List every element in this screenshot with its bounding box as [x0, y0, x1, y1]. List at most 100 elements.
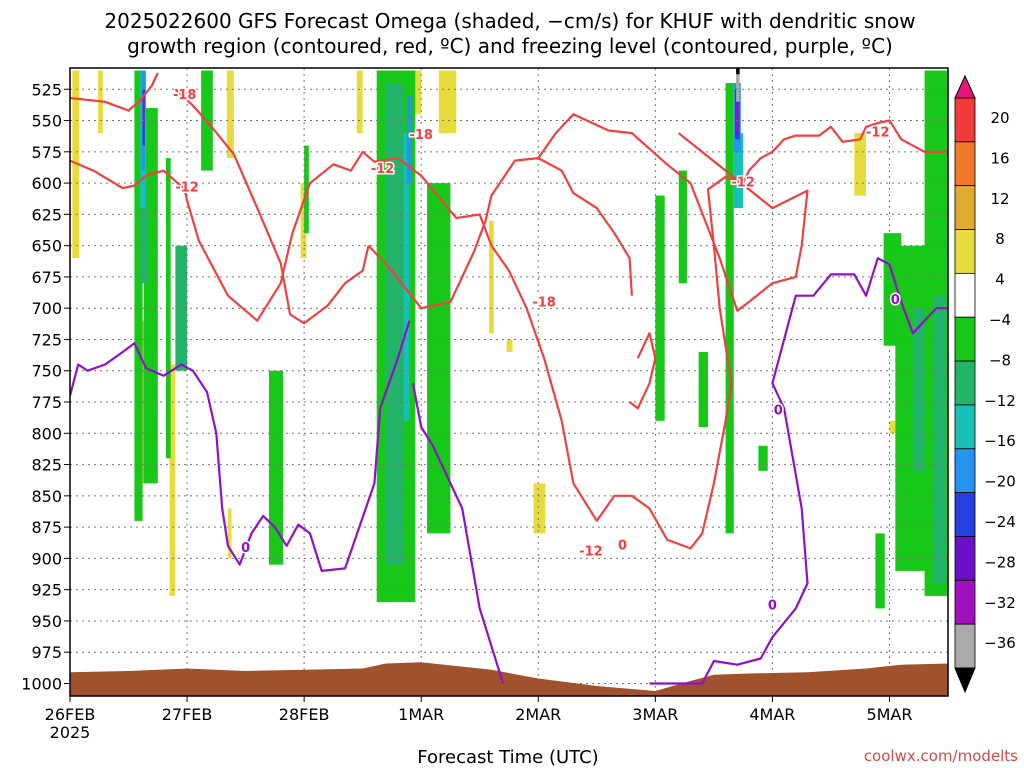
colorbar-swatch-8 [954, 404, 976, 450]
omega-region-38 [933, 295, 946, 584]
dgz-contour-5 [628, 332, 657, 410]
colorbar-tick-label-6: −8 [989, 351, 1011, 369]
omega-region-8 [415, 70, 422, 115]
omega-region-4 [226, 70, 234, 159]
omega-region-50 [736, 68, 740, 75]
chart-title-line-1: 2025022600 GFS Forecast Omega (shaded, −… [104, 9, 915, 33]
omega-region-36 [386, 83, 404, 565]
contour-label-9: 0 [241, 541, 250, 556]
colorbar-swatch-6 [954, 316, 976, 362]
omega-region-27 [698, 351, 709, 428]
y-tick-label-7: 700 [31, 299, 62, 318]
colorbar-tick-label-12: −32 [984, 594, 1016, 612]
chart-title-line-2: growth region (contoured, red, ºC) and f… [127, 34, 893, 58]
x-tick-label-3: 1MAR [398, 705, 444, 724]
omega-region-13 [854, 133, 867, 196]
y-tick-label-5: 650 [31, 237, 62, 256]
y-tick-label-3: 600 [31, 174, 62, 193]
x-tick-label-7: 5MAR [866, 705, 912, 724]
dgz-contour-1 [174, 88, 370, 325]
omega-region-11 [506, 339, 513, 352]
contour-label-4: -18 [532, 296, 556, 311]
y-tick-label-6: 675 [31, 268, 62, 287]
colorbar-swatch-9 [954, 448, 976, 494]
colorbar-tick-label-3: 8 [995, 230, 1005, 248]
colorbar-swatch-13 [954, 623, 976, 669]
colorbar-swatch-2 [954, 141, 976, 187]
terrain-surface [70, 662, 948, 696]
omega-region-0 [72, 70, 80, 259]
omega-region-25 [655, 195, 665, 421]
y-tick-label-14: 875 [31, 518, 62, 537]
omega-region-41 [733, 133, 744, 209]
contour-label-12: 0 [891, 293, 900, 308]
y-tick-label-15: 900 [31, 549, 62, 568]
y-tick-label-1: 550 [31, 112, 62, 131]
colorbar-tick-label-5: −4 [989, 311, 1011, 329]
contour-label-11: 0 [768, 598, 777, 613]
x-tick-label-2: 28FEB [279, 705, 330, 724]
y-tick-label-17: 950 [31, 612, 62, 631]
colorbar-swatch-7 [954, 360, 976, 406]
colorbar-top-arrow [954, 74, 976, 99]
colorbar-swatch-10 [954, 492, 976, 537]
dgz-contour-4 [537, 157, 633, 296]
contour-label-6: 0 [618, 538, 627, 553]
y-tick-label-12: 825 [31, 456, 62, 475]
omega-region-19 [165, 158, 171, 459]
omega-region-9 [438, 70, 457, 134]
colorbar: 20 16 12 8 4 −4 −8 −12 −16 −20 −24 −28 −32 −36 [954, 74, 1016, 694]
x-axis-label: Forecast Time (UTC) [417, 747, 598, 768]
y-tick-label-4: 625 [31, 205, 62, 224]
freezing-contour-1 [411, 383, 505, 684]
omega-region-17 [134, 70, 143, 521]
colorbar-tick-label-1: 16 [990, 149, 1009, 167]
y-tick-label-10: 775 [31, 393, 62, 412]
omega-region-14 [889, 420, 896, 434]
y-tick-label-8: 725 [31, 330, 62, 349]
omega-region-49 [736, 73, 740, 102]
omega-region-3 [169, 364, 176, 596]
y-tick-label-18: 975 [31, 643, 62, 662]
omega-region-26 [678, 170, 687, 284]
contour-label-10: 0 [774, 403, 783, 418]
colorbar-tick-label-11: −28 [984, 553, 1016, 571]
y-tick-label-11: 800 [31, 424, 62, 443]
omega-region-34 [140, 183, 148, 284]
omega-region-43 [407, 95, 412, 184]
colorbar-tick-label-4: 4 [995, 271, 1005, 289]
freezing-contour-0 [70, 320, 411, 572]
colorbar-swatch-12 [954, 579, 976, 625]
plot-frame [69, 67, 949, 697]
omega-region-22 [304, 145, 309, 234]
colorbar-tick-label-13: −36 [984, 634, 1016, 652]
x-tick-label-5: 3MAR [632, 705, 678, 724]
omega-region-5 [228, 508, 232, 559]
x-tick-label-6: 4MAR [749, 705, 795, 724]
colorbar-tick-label-7: −12 [984, 392, 1016, 410]
colorbar-swatch-5 [954, 272, 976, 318]
colorbar-tick-label-8: −16 [984, 432, 1016, 450]
omega-region-47 [142, 95, 145, 127]
omega-region-35 [175, 245, 188, 371]
dgz-contour-0 [70, 72, 159, 112]
contour-label-5: -12 [579, 545, 603, 560]
site-credit: coolwx.com/modelts [864, 747, 1018, 765]
dgz-contour-2 [367, 113, 809, 312]
colorbar-tick-label-2: 12 [990, 190, 1009, 208]
contour-label-3: -12 [175, 181, 199, 196]
omega-region-31 [875, 533, 885, 609]
contour-label-2: -12 [371, 162, 395, 177]
y-tick-label-2: 575 [31, 143, 62, 162]
plot-area: -18 -18 -12 -12 -18 -12 0 -12 -12 0 0 0 0 525 550 575 60… [21, 67, 949, 742]
colorbar-swatch-3 [954, 185, 976, 230]
colorbar-swatch-4 [954, 229, 976, 274]
omega-region-37 [912, 308, 925, 471]
y-tick-label-13: 850 [31, 487, 62, 506]
y-tick-label-19: 1000 [21, 674, 62, 693]
colorbar-swatch-1 [954, 97, 976, 143]
omega-region-48 [736, 101, 739, 134]
x-tick-label-0: 26FEB [45, 705, 96, 724]
x-year-label: 2025 [50, 723, 91, 742]
freezing-contour-2 [649, 257, 948, 685]
